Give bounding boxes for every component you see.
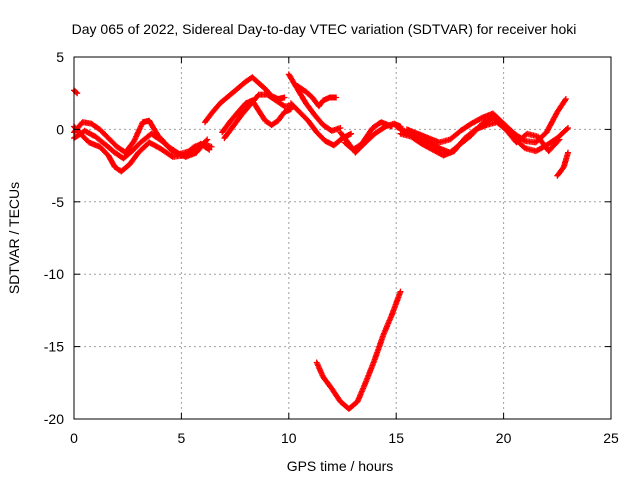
series-arc-10 [294, 83, 340, 110]
x-tick-label-1: 5 [178, 430, 186, 446]
y-tick-label-3: -10 [44, 266, 64, 282]
y-tick-label-2: -5 [52, 194, 65, 210]
x-axis-label: GPS time / hours [287, 458, 394, 474]
markers-arc-8 [285, 71, 344, 134]
y-tick-label-1: 0 [56, 121, 64, 137]
series-arc-16 [554, 149, 571, 179]
axes: 0 5 10 15 20 25 5 0 -5 -10 -15 -20 [44, 49, 619, 446]
y-tick-label-5: -20 [44, 411, 64, 427]
markers-arc-6 [221, 91, 297, 142]
x-tick-label-3: 15 [388, 430, 404, 446]
x-tick-label-5: 25 [603, 430, 619, 446]
chart-title: Day 065 of 2022, Sidereal Day-to-day VTE… [72, 21, 577, 37]
series-arc-12 [341, 119, 395, 153]
markers-arc-12 [341, 119, 395, 153]
y-axis-label: SDTVAR / TECUs [6, 182, 22, 294]
grid-lines [74, 57, 611, 419]
series-arc-6 [221, 91, 297, 142]
markers-arc-17 [313, 288, 404, 412]
x-tick-label-4: 20 [496, 430, 512, 446]
markers-arc-7 [219, 97, 294, 136]
plot-frame [73, 56, 612, 420]
x-tick-label-2: 10 [281, 430, 297, 446]
series-arc-8 [285, 71, 344, 134]
x-tick-label-0: 0 [70, 430, 78, 446]
markers-arc-10 [294, 83, 340, 110]
series-arc-4 [71, 87, 81, 97]
markers-arc-4 [71, 87, 81, 97]
markers-arc-14 [397, 119, 563, 159]
markers-arc-16 [554, 149, 571, 179]
data-points [71, 71, 571, 412]
y-tick-label-4: -15 [44, 339, 64, 355]
series-arc-14 [397, 119, 563, 159]
series-arc-7 [219, 97, 294, 136]
series-arc-15 [403, 96, 569, 146]
markers-arc-15 [403, 96, 569, 146]
series-arc-17 [313, 288, 404, 412]
y-tick-label-0: 5 [56, 49, 64, 65]
